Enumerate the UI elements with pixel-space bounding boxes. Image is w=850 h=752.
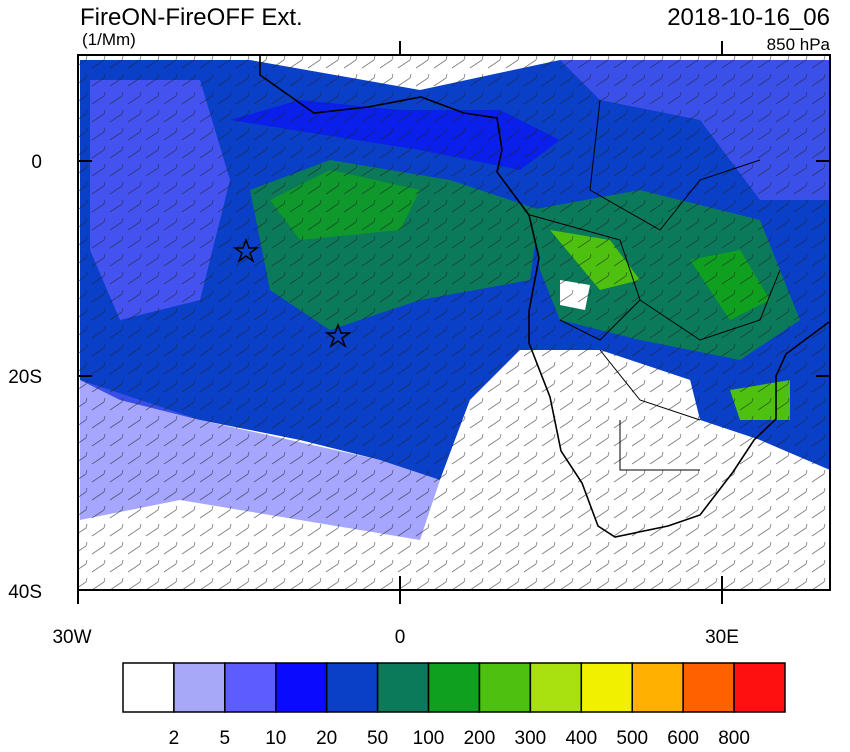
colorbar-box [478,662,532,713]
frame-ticks [77,41,830,604]
units: (1/Mm) [82,30,136,49]
colorbar-box [173,662,226,713]
colorbar-label: 600 [667,728,699,747]
colorbar-box [733,662,786,713]
colorbar-box [529,662,583,713]
colorbar-box [631,662,684,713]
colorbar-box [376,662,430,713]
y-label: 40S [8,582,42,603]
colorbar-label: 300 [515,728,547,747]
x-label: 30W [52,627,91,648]
map-field [78,55,830,590]
colorbar-label: 2 [169,728,180,747]
colorbar: 2 5 10 20 50 100 200 300 400 500 600 800 [122,662,786,749]
colorbar-box [427,662,481,713]
title: FireON-FireOFF Ext. [80,4,303,31]
colorbar-label: 50 [367,728,388,747]
y-label: 0 [31,152,42,173]
colorbar-label: 20 [316,728,337,747]
time: 2018-10-16_06 [667,4,830,31]
colorbar-box [122,662,175,713]
colorbar-label: 5 [220,728,231,747]
colorbar-box [325,662,379,713]
level: 850 hPa [767,35,831,54]
colorbar-box [275,662,328,713]
colorbar-label: 100 [413,728,445,747]
colorbar-box [682,662,735,713]
colorbar-label: 800 [718,728,750,747]
colorbar-box [224,662,277,713]
colorbar-box [580,662,633,713]
colorbar-label: 500 [616,728,648,747]
y-label: 20S [8,367,42,388]
x-label: 0 [395,627,406,648]
colorbar-label: 200 [464,728,496,747]
colorbar-label: 400 [565,728,597,747]
x-label: 30E [705,627,739,648]
colorbar-label: 10 [265,728,286,747]
plot-frame [77,54,831,591]
